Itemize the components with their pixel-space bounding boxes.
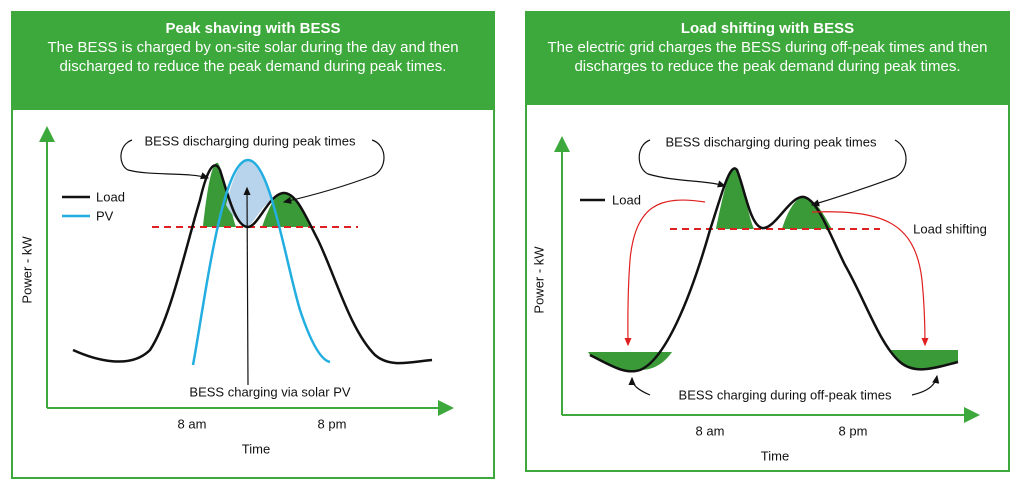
shift-arrow: [624, 199, 706, 347]
legend-label: PV: [96, 208, 114, 223]
left-diagram: [39, 126, 454, 416]
annotation: BESS discharging during peak times: [665, 134, 877, 149]
brace: [628, 376, 651, 396]
x-tick-label: 8 pm: [318, 416, 347, 431]
arrow: [243, 186, 251, 386]
y-axis-label: Power - kW: [19, 236, 34, 304]
y-axis-label: Power - kW: [531, 246, 546, 314]
shift-arrow: [811, 211, 929, 347]
pv-curve: [191, 158, 331, 366]
panel-header: Load shifting with BESS The electric gri…: [527, 13, 1008, 105]
discharge-area: [782, 197, 832, 229]
panel-header: Peak shaving with BESS The BESS is charg…: [13, 13, 493, 110]
annotation: BESS charging during off-peak times: [679, 387, 892, 402]
panel: Peak shaving with BESS The BESS is charg…: [11, 11, 495, 479]
panel-title: Peak shaving with BESS: [165, 20, 341, 37]
brace: [282, 139, 385, 204]
annotation: BESS charging via solar PV: [189, 384, 350, 399]
brace: [911, 374, 940, 396]
panel: Load shifting with BESS The electric gri…: [525, 11, 1010, 472]
brace: [638, 139, 727, 188]
x-axis-label: Time: [761, 448, 789, 463]
panel-title: Load shifting with BESS: [680, 20, 855, 37]
charge-area: [890, 350, 958, 370]
brace: [810, 139, 907, 207]
charge-area: [588, 352, 672, 372]
panel-description: The BESS is charged by on-site solar dur…: [47, 39, 459, 75]
discharge-area: [716, 168, 754, 229]
annotation: Load shifting: [913, 221, 987, 236]
panel-description: The electric grid charges the BESS durin…: [547, 39, 988, 75]
legend-label: Load: [612, 192, 641, 207]
brace: [120, 139, 210, 180]
discharge-area: [262, 193, 310, 227]
x-tick-label: 8 pm: [839, 423, 868, 438]
right-diagram: [554, 136, 980, 423]
x-axis-label: Time: [242, 441, 270, 456]
load-curve: [72, 164, 433, 365]
load-curve: [589, 167, 959, 373]
discharge-area: [203, 162, 236, 227]
legend-label: Load: [96, 189, 125, 204]
annotation: BESS discharging during peak times: [144, 133, 356, 148]
x-tick-label: 8 am: [178, 416, 207, 431]
x-tick-label: 8 am: [696, 423, 725, 438]
